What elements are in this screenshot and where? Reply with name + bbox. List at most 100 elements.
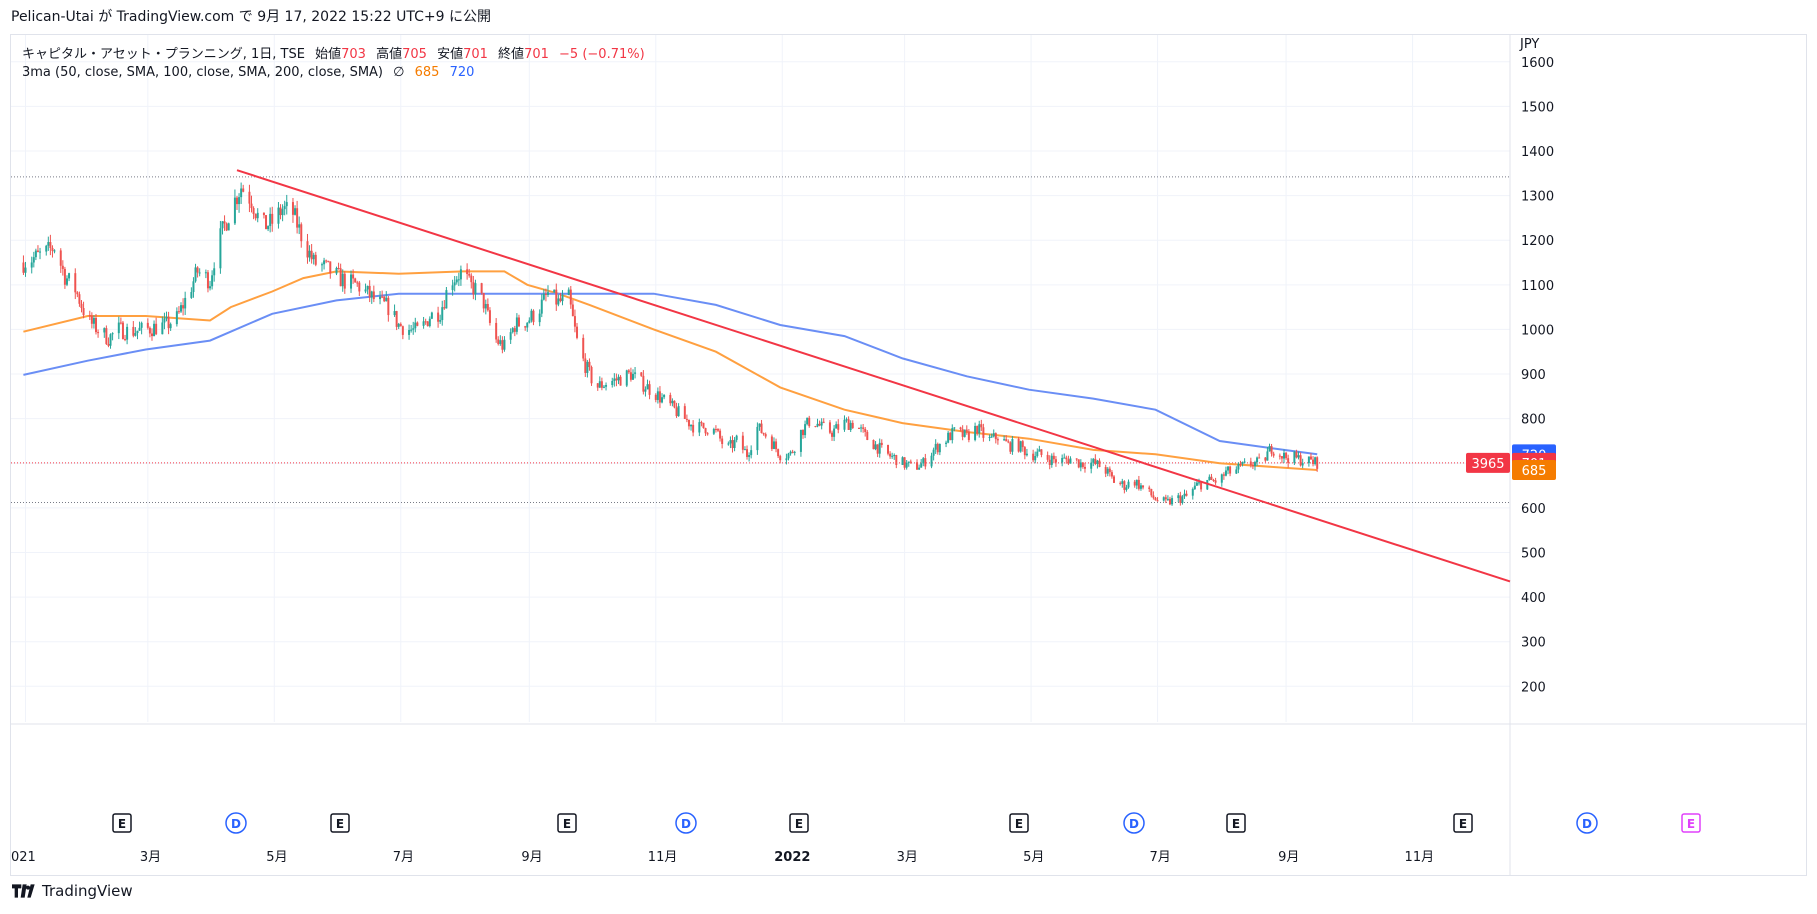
candle-body xyxy=(874,444,877,450)
candle-body xyxy=(555,289,558,305)
candle-body xyxy=(1017,439,1020,452)
candle-body xyxy=(791,451,794,453)
event-earnings-icon[interactable]: E xyxy=(557,813,577,833)
candle-body xyxy=(1307,456,1310,464)
candle-body xyxy=(584,358,587,373)
candle-body xyxy=(105,328,108,344)
candle-body xyxy=(994,433,997,440)
candle-body xyxy=(366,285,369,290)
candle-body xyxy=(1023,447,1026,456)
tradingview-footer[interactable]: TradingView xyxy=(12,882,133,900)
candle-body xyxy=(327,260,330,262)
candle-body xyxy=(511,328,514,333)
close-value: 701 xyxy=(524,47,549,62)
candle-body xyxy=(1139,485,1142,489)
candle-body xyxy=(194,267,197,282)
indicator-hidden-icon[interactable]: ∅ xyxy=(393,65,405,80)
candle-body xyxy=(988,437,991,439)
candle-body xyxy=(1054,459,1057,463)
symbol-legend: キャピタル・アセット・プランニング, 1日, TSE 始値703 高値705 安… xyxy=(22,43,651,62)
event-earnings-icon[interactable]: E xyxy=(112,813,132,833)
candle-body xyxy=(992,433,995,437)
low-label: 安値 xyxy=(437,47,464,62)
candle-body xyxy=(408,330,411,335)
trendline xyxy=(236,169,1511,583)
candle-body xyxy=(793,451,796,453)
candle-body xyxy=(590,367,593,384)
time-tick-label: 11月 xyxy=(648,850,678,865)
candle-body xyxy=(1164,497,1167,500)
event-earnings-icon[interactable]: E xyxy=(330,813,350,833)
candle-body xyxy=(748,455,751,457)
candle-body xyxy=(1229,466,1232,474)
candle-body xyxy=(206,272,209,289)
candle-body xyxy=(1036,451,1039,456)
candle-body xyxy=(532,310,535,323)
candle-body xyxy=(702,422,705,429)
price-tick-label: 500 xyxy=(1521,546,1546,561)
candle-body xyxy=(893,455,896,457)
candle-body xyxy=(161,322,164,335)
event-dividend-icon[interactable]: D xyxy=(225,812,247,834)
event-dividend-icon[interactable]: D xyxy=(1123,812,1145,834)
candle-body xyxy=(1137,479,1140,489)
candle-body xyxy=(953,427,956,429)
candle-body xyxy=(1079,462,1082,468)
chart-frame[interactable] xyxy=(10,34,1807,876)
candle-body xyxy=(762,433,765,435)
candle-body xyxy=(470,275,473,283)
event-earnings-icon[interactable]: E xyxy=(1453,813,1473,833)
price-tick-label: 600 xyxy=(1521,502,1546,517)
candle-body xyxy=(1108,468,1111,473)
event-earnings-icon[interactable]: E xyxy=(1226,813,1246,833)
candle-body xyxy=(559,298,562,302)
candle-body xyxy=(59,250,62,266)
candle-body xyxy=(777,449,780,457)
candle-body xyxy=(750,450,753,456)
time-axis: 021 3月 5月 7月 9月 11月 2022 3月 5月 7月 9月 11月 xyxy=(11,850,1434,865)
event-dividend-icon[interactable]: D xyxy=(675,812,697,834)
candle-body xyxy=(820,421,823,426)
candle-body xyxy=(1272,453,1275,456)
candle-body xyxy=(586,361,589,373)
candle-body xyxy=(350,274,353,289)
dividend-marker xyxy=(225,812,247,834)
candle-body xyxy=(714,429,717,431)
candle-body xyxy=(889,453,892,457)
footer-brand: TradingView xyxy=(42,882,133,900)
candle-body xyxy=(1168,498,1171,505)
candle-body xyxy=(167,316,170,329)
price-tick-label: 200 xyxy=(1521,680,1546,695)
event-earnings-icon[interactable]: E xyxy=(1009,813,1029,833)
candle-body xyxy=(53,250,56,252)
candle-body xyxy=(1283,452,1286,459)
candle-body xyxy=(974,425,977,440)
candle-body xyxy=(163,318,166,323)
time-tick-label: 7月 xyxy=(393,850,414,865)
candle-body xyxy=(729,440,732,444)
candle-body xyxy=(1243,461,1246,463)
price-tick-label: 1400 xyxy=(1521,145,1554,160)
price-tick-label: 300 xyxy=(1521,636,1546,651)
candle-body xyxy=(573,316,576,327)
event-earnings-icon[interactable]: E xyxy=(789,813,809,833)
candle-body xyxy=(148,327,151,334)
candle-body xyxy=(1285,452,1288,459)
candle-body xyxy=(814,426,817,428)
candle-body xyxy=(822,421,825,423)
event-future-earnings-icon[interactable]: E xyxy=(1681,813,1701,833)
candle-body xyxy=(1224,470,1227,476)
candle-body xyxy=(399,323,402,327)
indicator-name: 3ma (50, close, SMA, 100, close, SMA, 20… xyxy=(22,65,383,80)
candle-body xyxy=(1150,488,1153,496)
candle-body xyxy=(851,422,854,428)
candle-body xyxy=(1256,457,1259,463)
candle-body xyxy=(1198,482,1201,484)
candle-body xyxy=(1309,456,1312,460)
candle-body xyxy=(1104,467,1107,474)
candle-body xyxy=(1195,482,1198,486)
event-dividend-icon[interactable]: D xyxy=(1576,812,1598,834)
candle-body xyxy=(294,208,297,215)
candle-body xyxy=(155,323,158,335)
